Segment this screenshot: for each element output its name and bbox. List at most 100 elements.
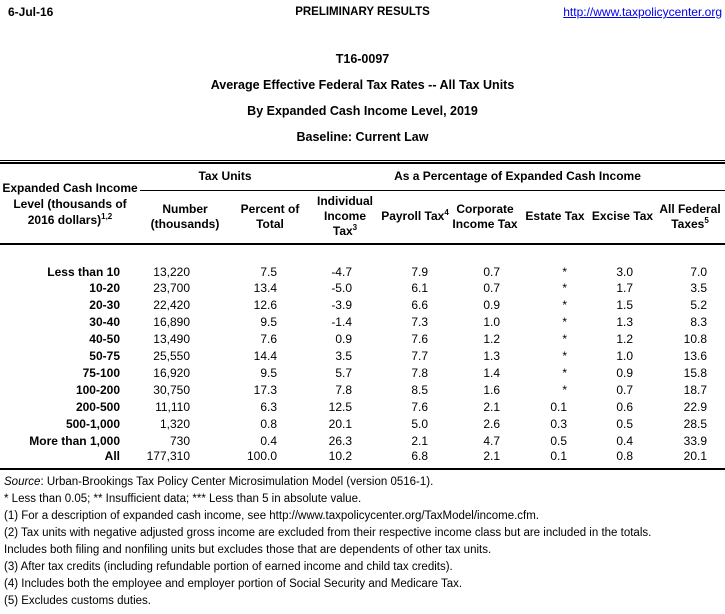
table-row: 20-30 22,420 12.6 -3.9 6.6 0.9 * 1.5 5.2 xyxy=(0,296,725,313)
col-header-percent-of-total: Percent of Total xyxy=(230,190,310,245)
col-header-all-federal-taxes: All Federal Taxes5 xyxy=(655,190,725,245)
cell-estate-tax: * xyxy=(562,348,567,363)
cell-all-federal-taxes: 33.9 xyxy=(683,433,707,448)
row-label: 20-30 xyxy=(89,297,120,312)
cell-percent-of-total: 9.5 xyxy=(260,365,277,380)
col-header-excise-tax: Excise Tax xyxy=(590,190,655,245)
cell-number-thousands: 730 xyxy=(169,433,190,448)
group-header-row: Expanded Cash Income Level (thousands of… xyxy=(0,164,725,245)
col-header-payroll-tax: Payroll Tax4 xyxy=(380,190,450,245)
footnotes: Source: Urban-Brookings Tax Policy Cente… xyxy=(0,470,725,610)
cell-payroll-tax: 7.9 xyxy=(411,265,428,279)
cell-percent-of-total: 6.3 xyxy=(260,399,277,414)
cell-payroll-tax: 7.7 xyxy=(411,348,428,363)
cell-corporate-income-tax: 0.7 xyxy=(483,280,500,295)
cell-individual-income-tax: 20.1 xyxy=(328,416,352,431)
cell-estate-tax: 0.1 xyxy=(550,449,567,463)
cell-corporate-income-tax: 0.7 xyxy=(483,265,500,279)
cell-payroll-tax: 2.1 xyxy=(411,433,428,448)
row-label: 100-200 xyxy=(75,382,120,397)
cell-excise-tax: 0.7 xyxy=(616,382,633,397)
cell-excise-tax: 0.6 xyxy=(616,399,633,414)
col-header-corporate-income-tax: Corporate Income Tax xyxy=(450,190,520,245)
source-note: Source: Urban-Brookings Tax Policy Cente… xyxy=(4,474,721,491)
row-label: Less than 10 xyxy=(47,265,120,279)
cell-payroll-tax: 5.0 xyxy=(411,416,428,431)
cell-individual-income-tax: 26.3 xyxy=(328,433,352,448)
cell-individual-income-tax: 12.5 xyxy=(328,399,352,414)
cell-individual-income-tax: -3.9 xyxy=(331,297,352,312)
cell-individual-income-tax: 0.9 xyxy=(335,331,352,346)
cell-excise-tax: 1.2 xyxy=(616,331,633,346)
cell-number-thousands: 16,890 xyxy=(153,314,190,329)
cell-percent-of-total: 12.6 xyxy=(253,297,277,312)
cell-excise-tax: 0.5 xyxy=(616,416,633,431)
cell-number-thousands: 16,920 xyxy=(153,365,190,380)
cell-individual-income-tax: -5.0 xyxy=(331,280,352,295)
row-label: 500-1,000 xyxy=(65,416,120,431)
site-link[interactable]: http://www.taxpolicycenter.org xyxy=(563,5,722,19)
cell-percent-of-total: 7.5 xyxy=(260,265,277,279)
footnote-1: (1) For a description of expanded cash i… xyxy=(4,510,540,522)
cell-individual-income-tax: -4.7 xyxy=(331,265,352,279)
row-label: 200-500 xyxy=(75,399,120,414)
footnote-2-continued: Includes both filing and nonfiling units… xyxy=(4,544,492,556)
cell-individual-income-tax: -1.4 xyxy=(331,314,352,329)
cell-payroll-tax: 7.8 xyxy=(411,365,428,380)
row-label: 40-50 xyxy=(89,331,120,346)
tax-rates-table: Expanded Cash Income Level (thousands of… xyxy=(0,164,725,468)
cell-estate-tax: * xyxy=(562,280,567,295)
cell-percent-of-total: 7.6 xyxy=(260,331,277,346)
cell-all-federal-taxes: 15.8 xyxy=(683,365,707,380)
column-header-row: Number (thousands) Percent of Total Indi… xyxy=(0,190,725,245)
cell-all-federal-taxes: 10.8 xyxy=(683,331,707,346)
source-text: : Urban-Brookings Tax Policy Center Micr… xyxy=(40,476,434,488)
cell-estate-tax: * xyxy=(562,331,567,346)
footnote-4: (4) Includes both the employee and emplo… xyxy=(4,578,463,590)
cell-all-federal-taxes: 20.1 xyxy=(683,449,707,463)
table-row: More than 1,000 730 0.4 26.3 2.1 4.7 0.5… xyxy=(0,432,725,449)
row-label: 30-40 xyxy=(89,314,120,329)
cell-excise-tax: 0.4 xyxy=(616,433,633,448)
footnote-2: (2) Tax units with negative adjusted gro… xyxy=(4,527,652,539)
cell-estate-tax: * xyxy=(562,365,567,380)
table-row: Less than 10 13,220 7.5 -4.7 7.9 0.7 * 3… xyxy=(0,244,725,279)
footnote-3: (3) After tax credits (including refunda… xyxy=(4,561,453,573)
cell-estate-tax: * xyxy=(562,297,567,312)
table-row: 100-200 30,750 17.3 7.8 8.5 1.6 * 0.7 18… xyxy=(0,381,725,398)
cell-all-federal-taxes: 8.3 xyxy=(690,314,707,329)
cell-corporate-income-tax: 2.1 xyxy=(483,449,500,463)
cell-payroll-tax: 7.6 xyxy=(411,331,428,346)
cell-individual-income-tax: 10.2 xyxy=(328,449,352,463)
cell-excise-tax: 1.0 xyxy=(616,348,633,363)
row-label: 50-75 xyxy=(89,348,120,363)
cell-percent-of-total: 14.4 xyxy=(253,348,277,363)
table-subtitle: By Expanded Cash Income Level, 2019 xyxy=(247,104,478,118)
cell-estate-tax: 0.5 xyxy=(550,433,567,448)
cell-corporate-income-tax: 1.6 xyxy=(483,382,500,397)
cell-number-thousands: 30,750 xyxy=(153,382,190,397)
col-header-estate-tax: Estate Tax xyxy=(520,190,590,245)
cell-excise-tax: 0.8 xyxy=(616,449,633,463)
cell-all-federal-taxes: 3.5 xyxy=(690,280,707,295)
cell-payroll-tax: 7.6 xyxy=(411,399,428,414)
table-row: 500-1,000 1,320 0.8 20.1 5.0 2.6 0.3 0.5… xyxy=(0,415,725,432)
cell-individual-income-tax: 5.7 xyxy=(335,365,352,380)
cell-estate-tax: 0.1 xyxy=(550,399,567,414)
cell-estate-tax: * xyxy=(562,265,567,279)
cell-percent-of-total: 0.4 xyxy=(260,433,277,448)
cell-payroll-tax: 7.3 xyxy=(411,314,428,329)
cell-all-federal-taxes: 7.0 xyxy=(690,265,707,279)
table-row: All 177,310 100.0 10.2 6.8 2.1 0.1 0.8 2… xyxy=(0,449,725,468)
group-header-as-percentage: As a Percentage of Expanded Cash Income xyxy=(310,164,725,191)
source-label: Source xyxy=(4,476,41,488)
row-label-column-header: Expanded Cash Income Level (thousands of… xyxy=(0,164,140,245)
row-label: 10-20 xyxy=(89,280,120,295)
table-row: 75-100 16,920 9.5 5.7 7.8 1.4 * 0.9 15.8 xyxy=(0,364,725,381)
cell-number-thousands: 23,700 xyxy=(153,280,190,295)
cell-payroll-tax: 6.6 xyxy=(411,297,428,312)
row-label: More than 1,000 xyxy=(29,433,120,448)
group-header-tax-units: Tax Units xyxy=(140,164,310,191)
cell-number-thousands: 1,320 xyxy=(159,416,190,431)
row-label: 75-100 xyxy=(82,365,120,380)
